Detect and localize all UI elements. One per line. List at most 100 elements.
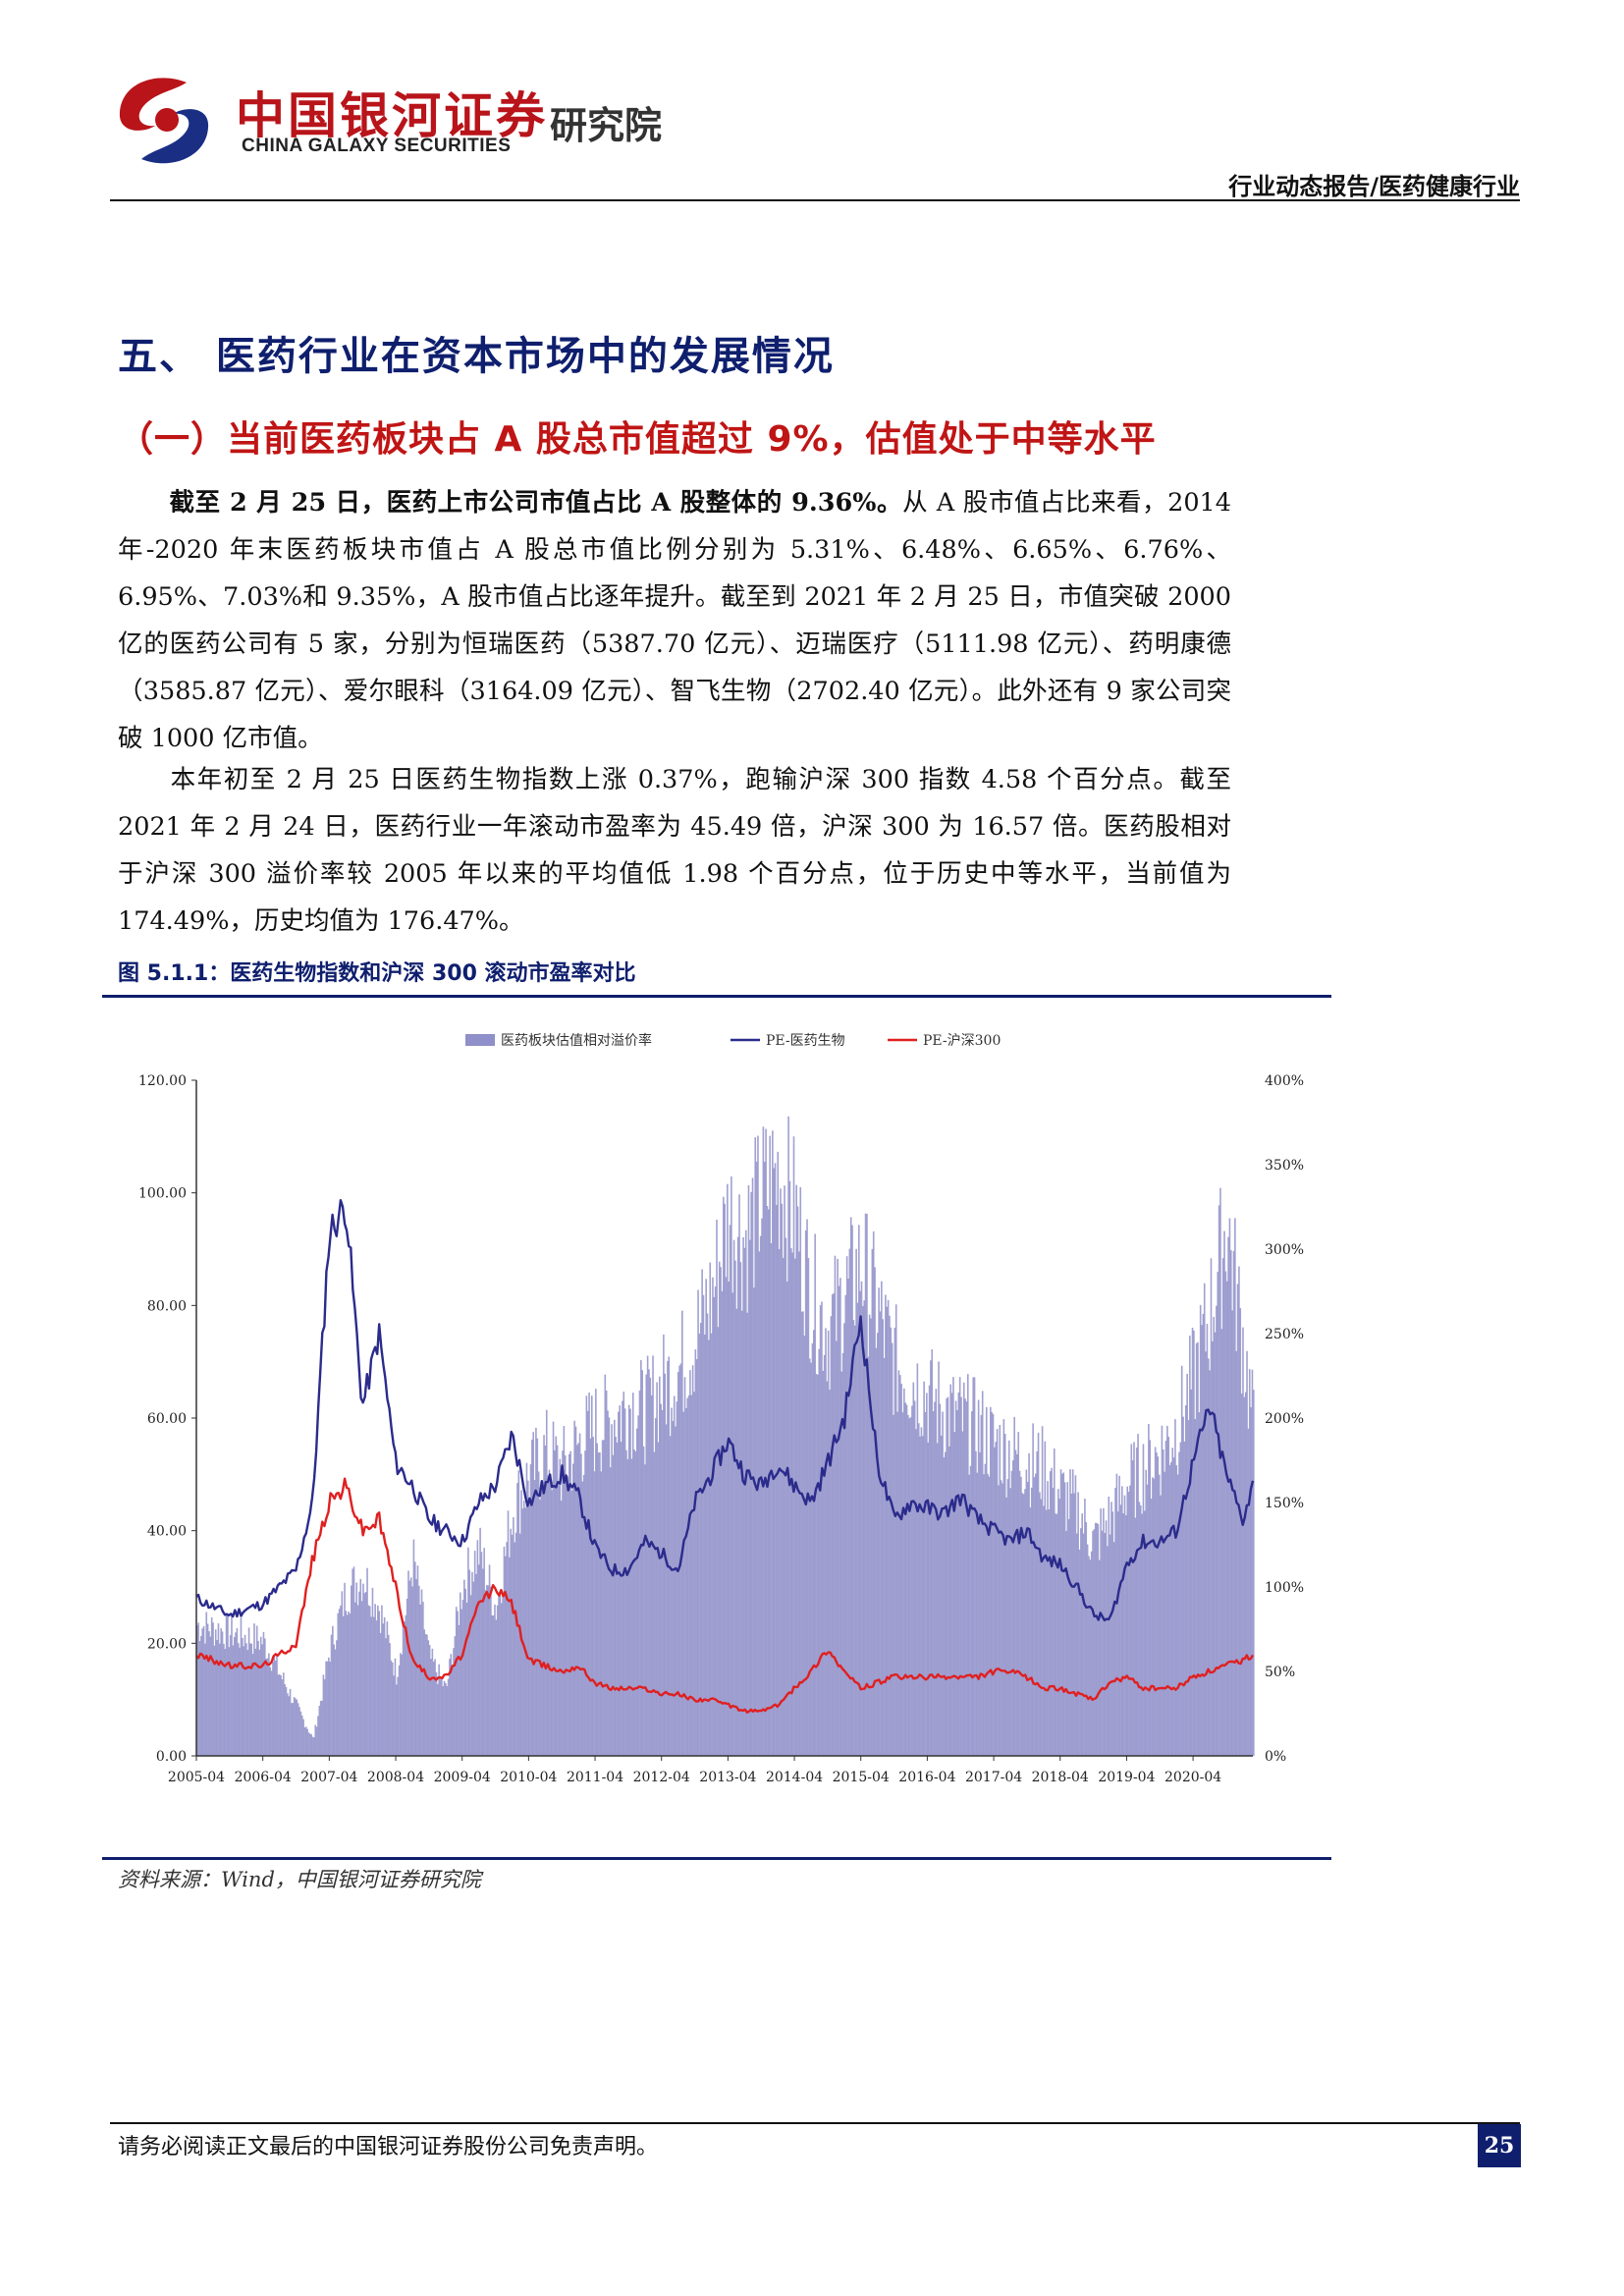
premium-bar	[672, 1421, 675, 1756]
premium-bar	[853, 1325, 856, 1756]
premium-bar	[804, 1230, 807, 1756]
premium-bar	[423, 1629, 426, 1756]
premium-bar	[780, 1188, 782, 1756]
premium-bar	[776, 1204, 778, 1756]
premium-bar	[894, 1304, 897, 1756]
premium-bar	[1096, 1522, 1098, 1756]
premium-bar	[954, 1400, 957, 1756]
premium-bar	[498, 1592, 500, 1756]
premium-bar	[236, 1627, 239, 1756]
premium-bar	[536, 1438, 539, 1756]
premium-bar	[599, 1451, 601, 1756]
premium-bar	[915, 1429, 917, 1756]
premium-bar	[601, 1440, 604, 1756]
premium-bar	[871, 1248, 874, 1756]
premium-bar	[994, 1447, 996, 1756]
premium-bar	[695, 1359, 698, 1756]
premium-bar	[1066, 1482, 1069, 1756]
legend-label: PE-医药生物	[766, 1033, 845, 1049]
premium-bar	[1055, 1513, 1056, 1756]
premium-bar	[572, 1463, 574, 1756]
y-right-tick-label: 50%	[1265, 1665, 1295, 1680]
y-right-tick-label: 250%	[1265, 1327, 1304, 1342]
premium-bar	[924, 1411, 927, 1756]
premium-bar	[243, 1646, 244, 1756]
premium-bar	[677, 1371, 679, 1756]
premium-bar	[631, 1393, 634, 1756]
premium-bar	[435, 1671, 438, 1756]
premium-bar	[573, 1420, 575, 1756]
premium-bar	[619, 1405, 621, 1756]
premium-bar	[204, 1643, 206, 1756]
premium-bar	[559, 1458, 562, 1756]
premium-bar	[449, 1659, 451, 1756]
premium-bar	[1218, 1205, 1220, 1756]
premium-bar	[1051, 1467, 1053, 1756]
premium-bar	[1145, 1469, 1147, 1756]
premium-bar	[1158, 1474, 1161, 1756]
premium-bar	[291, 1703, 293, 1756]
premium-bar	[330, 1634, 333, 1756]
premium-bar	[327, 1657, 330, 1756]
premium-bar	[589, 1438, 592, 1756]
footer-divider	[110, 2122, 1520, 2124]
premium-bar	[967, 1374, 969, 1756]
premium-bar	[1075, 1533, 1078, 1756]
premium-bar	[1167, 1437, 1169, 1756]
premium-bar	[483, 1548, 485, 1756]
premium-bar	[336, 1640, 338, 1756]
premium-bar	[1212, 1341, 1214, 1756]
premium-bar	[517, 1470, 520, 1756]
premium-bar	[342, 1615, 345, 1756]
pe-pharma-line	[195, 1199, 1255, 1622]
premium-bar	[1206, 1323, 1209, 1756]
premium-bar	[386, 1621, 389, 1756]
premium-bar	[370, 1616, 372, 1756]
premium-bar	[477, 1564, 480, 1756]
premium-bar	[514, 1542, 516, 1756]
premium-bar	[1154, 1447, 1157, 1756]
premium-bar	[272, 1662, 274, 1756]
premium-bar	[541, 1491, 544, 1756]
paragraph-2-text: 本年初至 2 月 25 日医药生物指数上涨 0.37%，跑输沪深 300 指数 …	[118, 765, 1231, 936]
premium-bar	[213, 1645, 216, 1756]
y-left-tick-label: 20.00	[147, 1636, 187, 1652]
premium-bar	[219, 1643, 221, 1756]
premium-bar	[540, 1486, 543, 1756]
premium-bar	[264, 1638, 266, 1756]
premium-bar	[1029, 1506, 1032, 1756]
premium-bar	[789, 1248, 792, 1756]
premium-bar	[566, 1478, 568, 1756]
premium-bar	[457, 1611, 459, 1756]
premium-bar	[1048, 1508, 1051, 1756]
premium-bar	[1025, 1469, 1028, 1756]
premium-bar	[867, 1356, 870, 1756]
premium-bar	[1121, 1486, 1123, 1756]
premium-bar	[908, 1418, 911, 1756]
premium-bar	[1176, 1474, 1179, 1756]
premium-bar	[840, 1371, 843, 1756]
premium-bar	[359, 1578, 362, 1756]
premium-bar	[1133, 1442, 1135, 1756]
premium-bar	[405, 1614, 407, 1756]
premium-bar	[772, 1130, 774, 1756]
premium-bar	[420, 1589, 423, 1756]
legend-swatch-premium	[465, 1034, 495, 1046]
premium-bar	[442, 1686, 444, 1756]
brand-name-en: CHINA GALAXY SECURITIES	[242, 136, 512, 156]
premium-bar	[1217, 1272, 1219, 1756]
premium-bar	[310, 1734, 312, 1756]
premium-bar	[1115, 1473, 1118, 1756]
premium-bar	[1166, 1425, 1168, 1756]
premium-bar	[1092, 1530, 1094, 1756]
footer-disclaimer: 请务必阅读正文最后的中国银河证券股份公司免责声明。	[118, 2135, 659, 2159]
premium-bar	[720, 1267, 722, 1756]
premium-bar	[605, 1391, 608, 1756]
premium-bar	[916, 1363, 919, 1756]
premium-bar	[1090, 1551, 1093, 1756]
premium-bar	[644, 1464, 646, 1756]
premium-bar	[1100, 1508, 1102, 1756]
premium-bar	[285, 1686, 288, 1756]
premium-bar	[446, 1685, 449, 1756]
premium-bar	[694, 1349, 697, 1756]
